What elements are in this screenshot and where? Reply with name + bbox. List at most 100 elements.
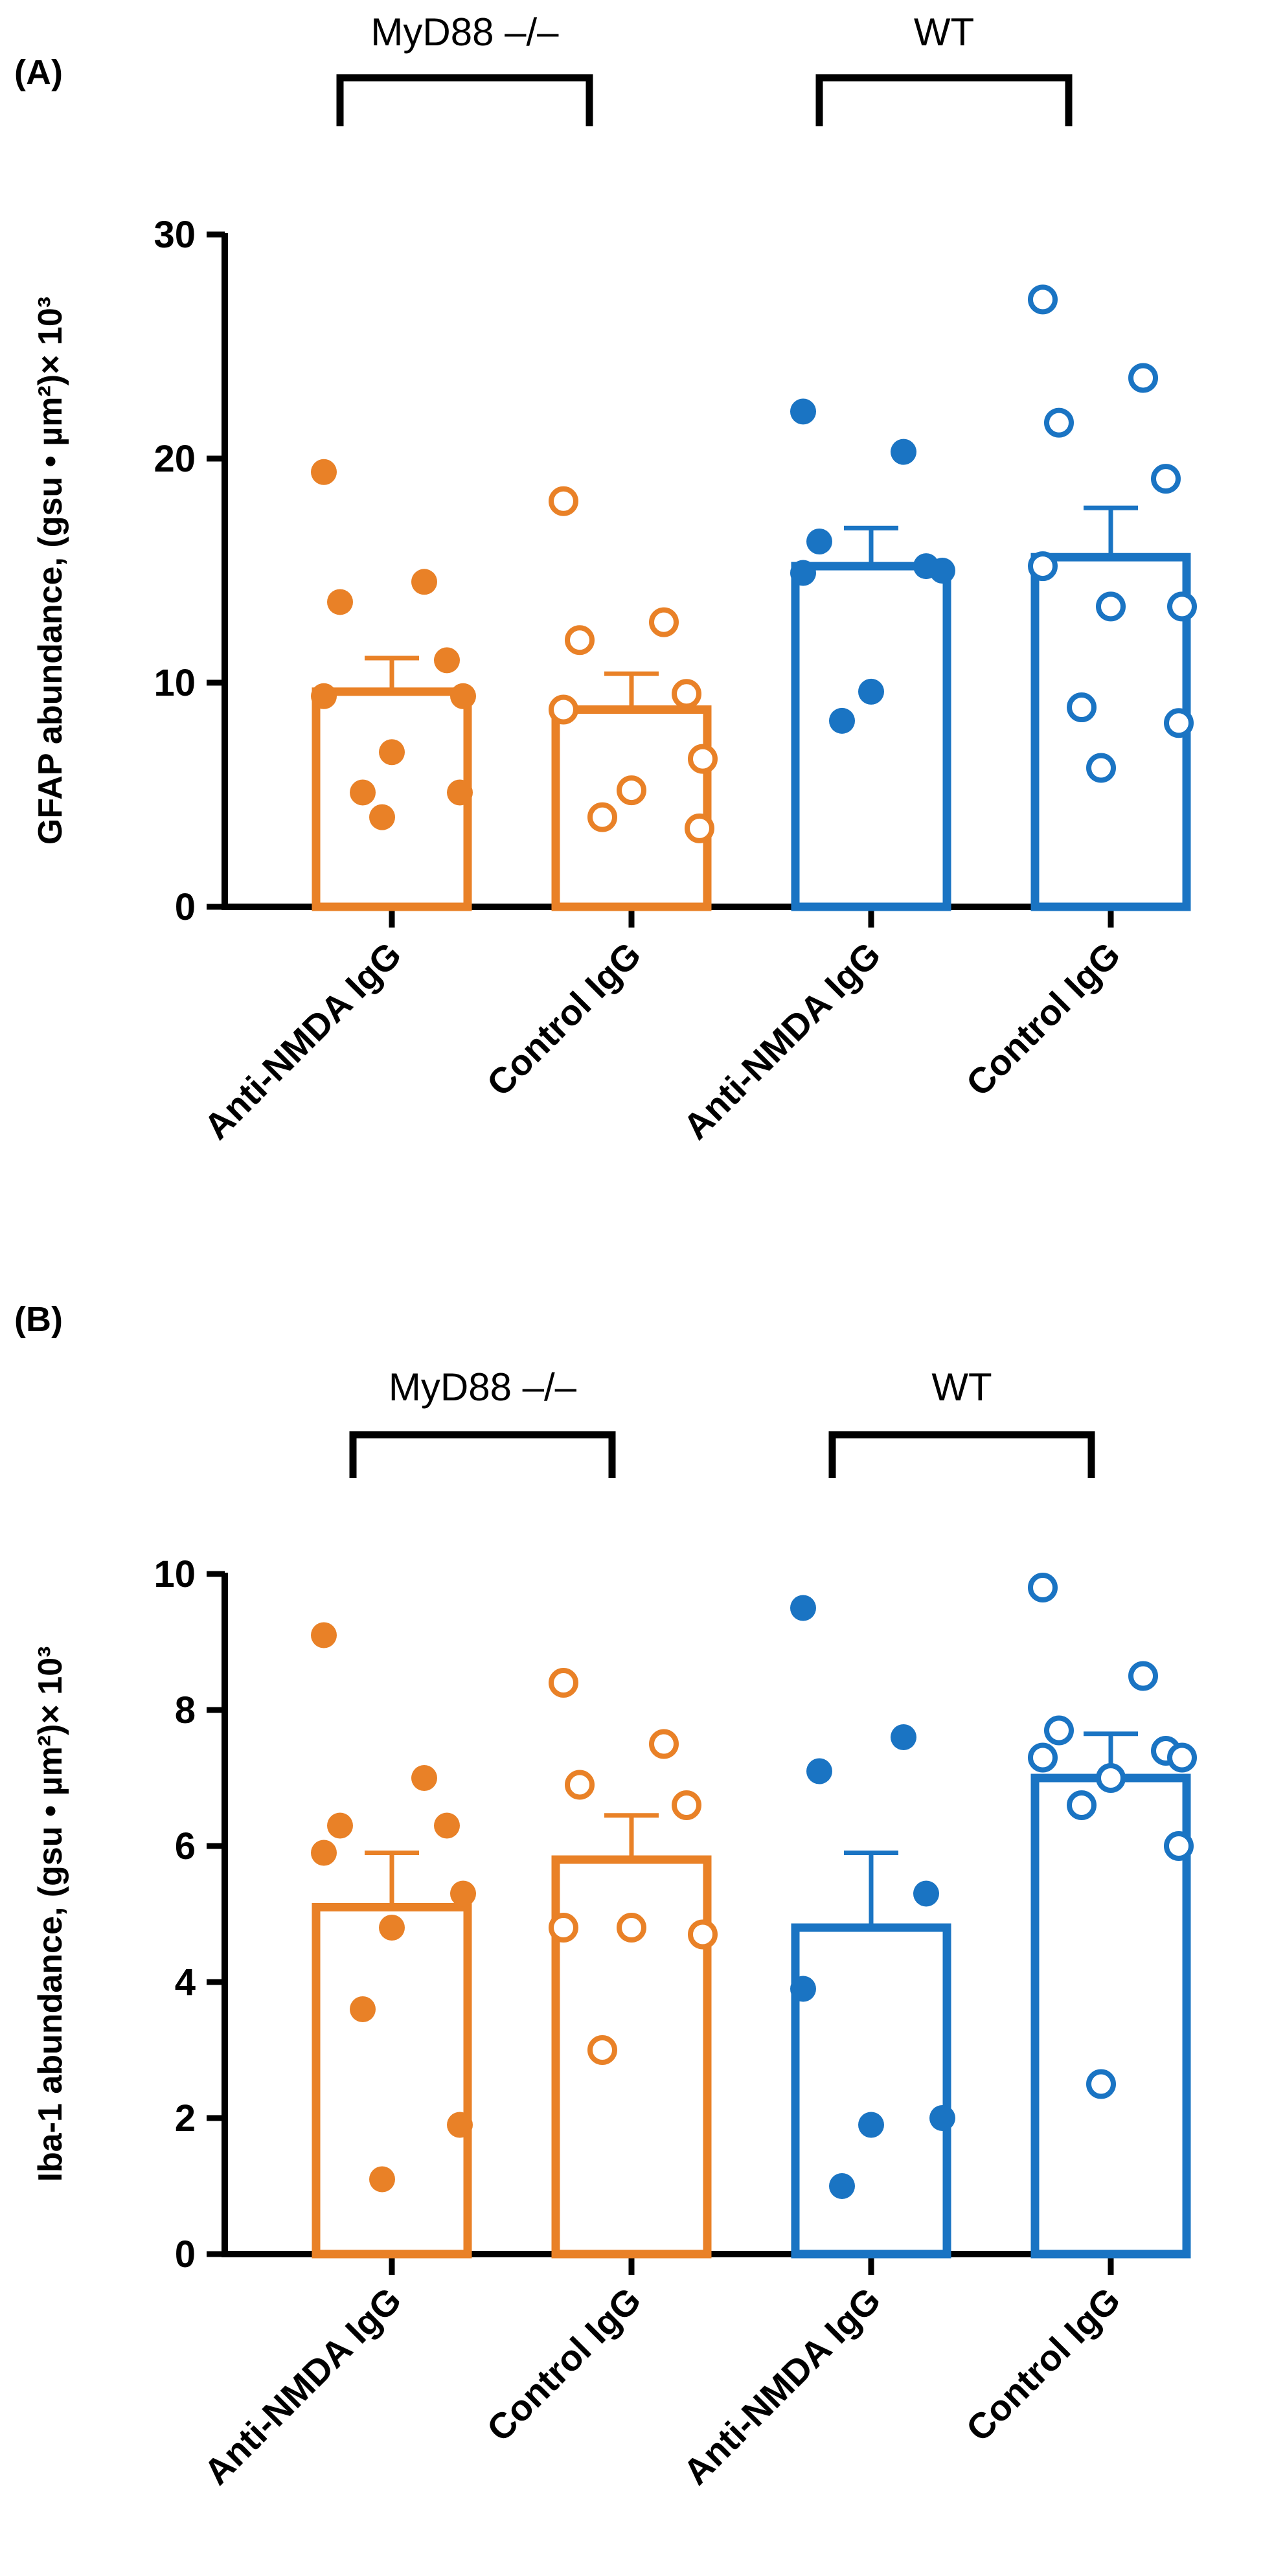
y-tick-label: 20: [154, 438, 196, 480]
data-point: [1128, 363, 1158, 393]
data-point: [411, 569, 437, 595]
data-point: [311, 459, 337, 485]
data-point: [565, 625, 595, 655]
data-point: [829, 707, 855, 734]
data-point: [379, 1915, 405, 1941]
y-tick-label: 2: [175, 2097, 196, 2139]
data-point: [549, 694, 578, 725]
x-tick-label: Control IgG: [958, 934, 1128, 1104]
panel-label: (B): [14, 1300, 63, 1339]
data-point: [549, 1668, 578, 1698]
y-axis-label: GFAP abundance, (gsu • µm²)× 10³: [32, 297, 69, 845]
data-point: [565, 1770, 595, 1800]
data-point: [617, 775, 646, 806]
data-point: [1096, 1763, 1126, 1793]
data-point: [1167, 1742, 1197, 1773]
data-point: [1164, 1831, 1194, 1861]
data-point: [587, 2035, 617, 2065]
data-point: [447, 779, 473, 806]
y-tick-label: 30: [154, 214, 196, 256]
chart-panel-1: (A) 0 10 20 30 GFAP abundance, (gsu • µm²)× 1…: [14, 10, 1197, 1147]
x-tick-label: Anti-NMDA IgG: [675, 934, 888, 1147]
group-label: WT: [914, 10, 974, 54]
y-tick-label: 6: [175, 1825, 196, 1867]
data-point: [1028, 284, 1058, 315]
data-point: [617, 1913, 646, 1943]
data-point: [379, 739, 405, 766]
data-point: [411, 1765, 437, 1791]
data-point: [1028, 1573, 1058, 1602]
data-point: [829, 2173, 855, 2199]
data-point: [806, 1758, 832, 1784]
data-point: [790, 1595, 816, 1621]
bar: [551, 705, 712, 911]
data-point: [450, 683, 476, 709]
x-tick-label: Anti-NMDA IgG: [196, 934, 409, 1147]
data-point: [858, 678, 884, 705]
data-point: [790, 398, 816, 425]
data-point: [1086, 2069, 1116, 2099]
y-tick-label: 0: [175, 886, 196, 928]
y-tick-label: 10: [154, 1553, 196, 1595]
data-point: [1028, 1742, 1058, 1773]
panel-label: (A): [14, 53, 63, 92]
x-tick-label: Anti-NMDA IgG: [196, 2279, 409, 2492]
data-point: [311, 1840, 337, 1866]
data-point: [369, 2166, 395, 2193]
data-point: [913, 1880, 939, 1907]
data-point: [790, 1976, 816, 2002]
bar: [1030, 1773, 1191, 2259]
data-point: [369, 804, 395, 830]
x-tick-label: Control IgG: [479, 934, 648, 1104]
data-point: [858, 2112, 884, 2138]
group-label: WT: [931, 1365, 992, 1409]
data-point: [434, 647, 460, 674]
data-point: [434, 1812, 460, 1839]
data-point: [1096, 591, 1126, 622]
x-tick-label: Anti-NMDA IgG: [675, 2279, 888, 2492]
data-point: [672, 1790, 701, 1820]
data-point: [350, 1996, 376, 2022]
group-bracket: [828, 1431, 1095, 1478]
data-point: [929, 558, 955, 584]
x-tick-label: Control IgG: [958, 2279, 1128, 2449]
chart-panel-2: (B) 0 2 4 6 8 10 Iba-1 abundance, (gsu • µm²)× …: [14, 1300, 1197, 2492]
data-point: [688, 744, 718, 774]
y-tick-label: 0: [175, 2233, 196, 2275]
data-point: [790, 560, 816, 586]
y-axis-label: Iba-1 abundance, (gsu • µm²)× 10³: [32, 1647, 69, 2182]
group-bracket: [336, 74, 593, 126]
data-point: [311, 683, 337, 709]
bar: [791, 562, 951, 911]
data-point: [929, 2105, 955, 2131]
data-point: [311, 1622, 337, 1648]
bar: [312, 1903, 472, 2259]
bar: [791, 1923, 951, 2259]
data-point: [1028, 551, 1058, 582]
data-point: [649, 1729, 679, 1759]
data-point: [1128, 1661, 1158, 1691]
bar: [312, 687, 472, 911]
x-tick-label: Control IgG: [479, 2279, 648, 2449]
data-point: [891, 439, 916, 465]
group-label: MyD88 –/–: [370, 10, 559, 54]
data-point: [549, 1913, 578, 1943]
data-point: [450, 1880, 476, 1907]
data-point: [806, 529, 832, 555]
data-point: [672, 679, 701, 709]
data-point: [685, 813, 714, 843]
data-point: [1067, 692, 1097, 723]
data-point: [549, 486, 578, 516]
group-label: MyD88 –/–: [389, 1365, 577, 1409]
data-point: [327, 589, 353, 615]
group-bracket: [815, 74, 1073, 126]
data-point: [688, 1919, 718, 1950]
data-point: [1067, 1790, 1097, 1820]
data-point: [891, 1724, 916, 1750]
data-point: [350, 779, 376, 806]
data-point: [649, 607, 679, 637]
data-point: [1167, 591, 1197, 622]
data-point: [1044, 1715, 1074, 1746]
y-tick-label: 4: [175, 1961, 196, 2003]
